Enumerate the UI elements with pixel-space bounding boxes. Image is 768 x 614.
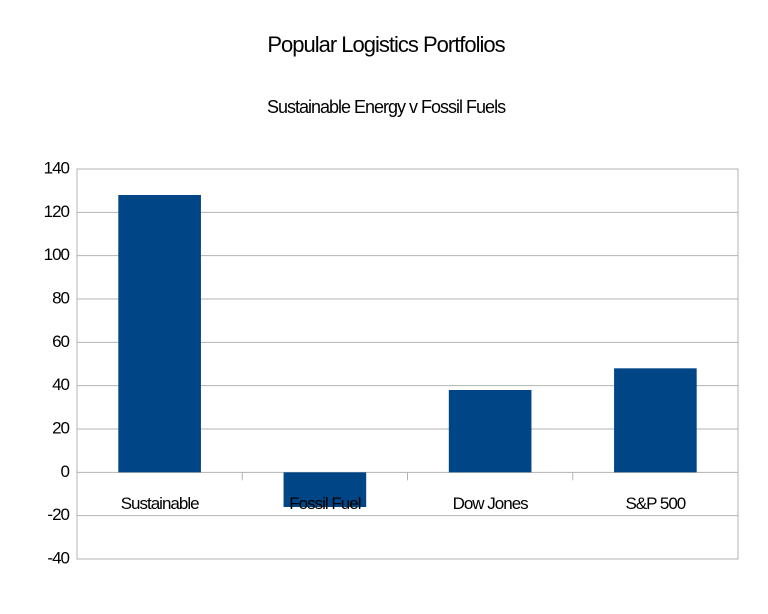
x-tick-label: Fossil Fuel <box>289 494 360 513</box>
bar <box>118 195 201 473</box>
y-tick-label: 0 <box>61 462 70 481</box>
chart-title: Popular Logistics Portfolios <box>267 32 505 57</box>
y-tick-label: -40 <box>47 548 69 567</box>
y-tick-label: 100 <box>44 245 70 264</box>
bar <box>614 368 697 473</box>
y-tick-label: 60 <box>52 332 69 351</box>
y-tick-label: -20 <box>47 505 69 524</box>
x-tick-label: Sustainable <box>121 494 199 513</box>
bar <box>448 390 532 473</box>
y-tick-label: 80 <box>52 288 69 307</box>
y-tick-label: 20 <box>52 418 69 437</box>
plot-border <box>76 168 739 560</box>
y-tick-label: 40 <box>52 375 69 394</box>
y-tick-label: 120 <box>44 202 70 221</box>
x-tick-label: S&P 500 <box>625 494 685 513</box>
bar <box>283 472 367 507</box>
chart-subtitle: Sustainable Energy v Fossil Fuels <box>267 97 506 117</box>
y-tick-label: 140 <box>44 158 70 177</box>
x-tick-label: Dow Jones <box>453 494 529 513</box>
